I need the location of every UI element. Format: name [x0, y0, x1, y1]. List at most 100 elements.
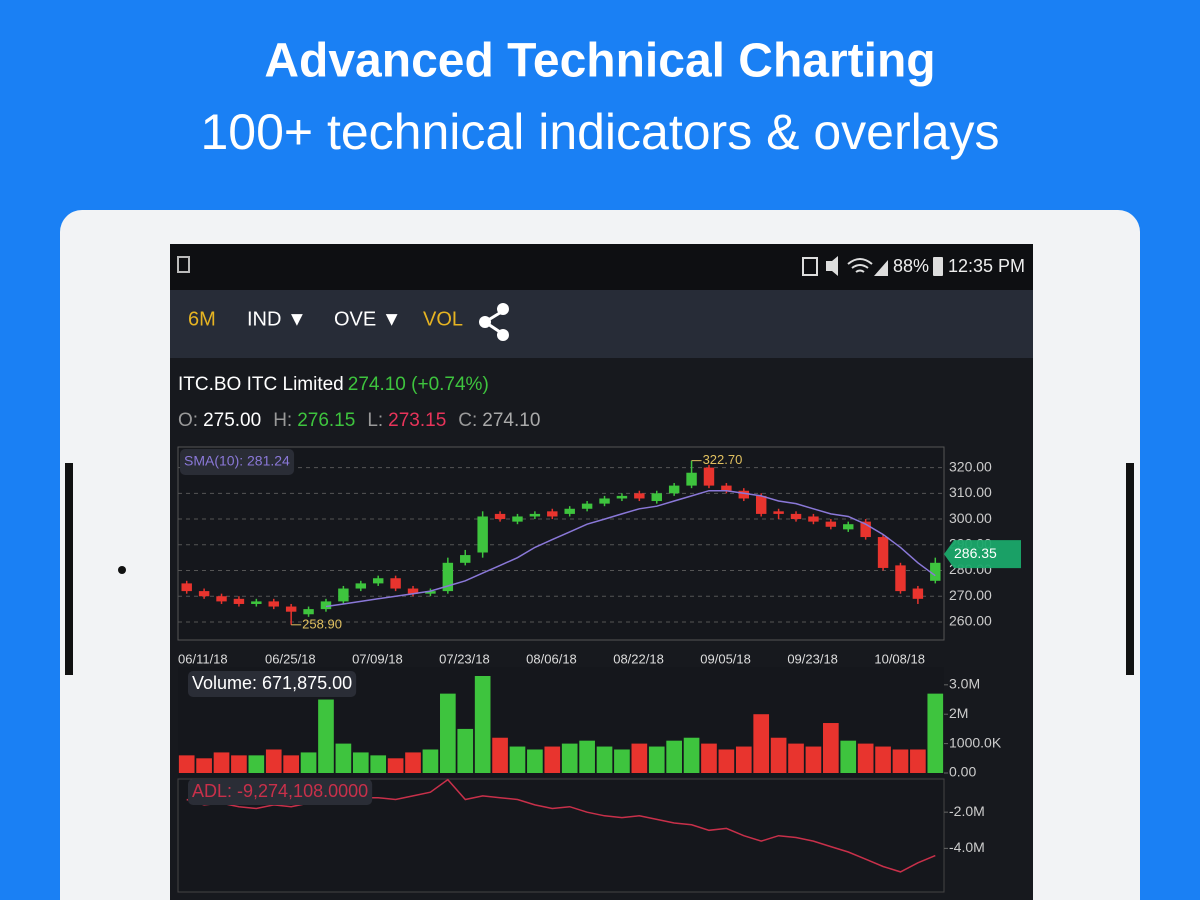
candle-body: [860, 521, 871, 538]
y-tick-label: 2M: [949, 705, 968, 721]
volume-bar: [596, 746, 613, 773]
volume-bar: [352, 752, 369, 773]
share-button[interactable]: [479, 303, 509, 341]
volume-bar: [300, 752, 317, 773]
volume-bar: [631, 743, 648, 773]
sma-line: [325, 489, 936, 608]
volume-label-background: [188, 671, 357, 697]
candle-body: [512, 516, 523, 522]
volume-bar: [527, 749, 543, 773]
candle-body: [390, 578, 401, 589]
volume-bar: [823, 723, 839, 773]
mute-icon: [826, 256, 838, 276]
y-tick-label: 1000.0K: [949, 734, 1002, 750]
high-label: 322.70: [703, 452, 743, 467]
battery-icon: [933, 257, 943, 276]
x-tick-label: 07/09/18: [352, 651, 403, 666]
ohlc-line: O: 275.00 H: 276.15 L: 273.15 C: 274.10: [178, 410, 540, 431]
volume-bar: [178, 755, 195, 773]
camera: [118, 566, 126, 574]
candle-body: [407, 588, 419, 594]
ohlc-label: C:: [458, 410, 477, 431]
volume-bar: [213, 752, 230, 773]
candle-body: [355, 583, 367, 589]
volume-bar: [231, 755, 247, 773]
candle-body: [738, 490, 750, 499]
volume-bar: [422, 749, 439, 773]
volume-bar: [544, 746, 561, 773]
volume-bar: [457, 728, 474, 773]
x-tick-label: 07/23/18: [439, 651, 490, 666]
sma-label-background: [180, 449, 295, 475]
candle-body: [790, 513, 802, 520]
period-button[interactable]: 6M: [188, 308, 216, 330]
x-tick-label: 08/06/18: [526, 651, 577, 666]
candle-body: [198, 591, 210, 597]
candle-body: [216, 596, 227, 602]
ohlc-label: O:: [178, 410, 198, 431]
candle-body: [808, 516, 819, 522]
signal-icon: [874, 260, 888, 276]
candle-body: [930, 562, 941, 581]
volume-bar: [666, 740, 682, 773]
candle-body: [372, 578, 384, 584]
ohlc-value: 273.15: [388, 410, 446, 431]
ohlc-value: 276.15: [297, 410, 355, 431]
candle-body: [442, 562, 454, 592]
indicators-menu[interactable]: IND ▼: [247, 308, 307, 330]
candle-body: [303, 609, 314, 615]
candle-body: [686, 472, 697, 486]
status-bar: [170, 244, 1033, 290]
y-tick-label: 260.00: [949, 613, 992, 629]
headline: Advanced Technical Charting: [264, 35, 935, 88]
y-tick-label: 3.0M: [949, 676, 980, 692]
sma-label: SMA(10): 281.24: [184, 453, 290, 469]
candle-body: [320, 601, 332, 610]
y-tick-label: -2.0M: [949, 803, 985, 819]
volume-bar: [805, 746, 822, 773]
x-tick-label: 10/08/18: [874, 651, 925, 666]
candle-body: [895, 565, 906, 592]
volume-bar: [735, 746, 752, 773]
last-price-tag: [944, 540, 1021, 569]
candle-body: [825, 521, 837, 527]
volume-bar: [701, 743, 717, 773]
candle-body: [181, 583, 192, 592]
volume-bar: [648, 746, 665, 773]
candle-body: [912, 588, 924, 599]
volume-bar: [718, 749, 735, 773]
candle-body: [773, 511, 784, 514]
candle-body: [581, 503, 593, 509]
volume-label: Volume: 671,875.00: [192, 673, 352, 693]
volume-bar: [579, 740, 595, 773]
clock: 12:35 PM: [948, 256, 1025, 276]
y-tick-label: -4.0M: [949, 839, 985, 855]
volume-bar: [318, 699, 334, 773]
volume-bar: [405, 752, 421, 773]
volume-toggle[interactable]: VOL: [423, 308, 463, 330]
price-change: 274.10 (+0.74%): [348, 374, 489, 395]
subheadline: 100+ technical indicators & overlays: [200, 104, 999, 160]
volume-bar: [910, 749, 926, 773]
candle-body: [251, 601, 262, 604]
overlays-menu[interactable]: OVE ▼: [334, 308, 402, 330]
quote-header: ITC.BO ITC Limited 274.10 (+0.74%): [178, 374, 489, 395]
volume-bar: [370, 755, 387, 773]
volume-bar: [753, 714, 770, 773]
last-price-label: 286.35: [954, 545, 997, 561]
y-tick-label: 300.00: [949, 510, 992, 526]
candle-body: [338, 588, 349, 602]
candle-body: [721, 485, 732, 491]
candle-body: [634, 493, 645, 499]
y-tick-label: 310.00: [949, 484, 992, 500]
x-tick-label: 09/05/18: [700, 651, 751, 666]
volume-bar: [770, 737, 787, 773]
volume-bar: [875, 746, 891, 773]
x-tick-label: 09/23/18: [787, 651, 838, 666]
candle-body: [877, 537, 889, 568]
volume-bar: [283, 755, 299, 773]
candle-body: [233, 598, 245, 604]
candle-body: [564, 508, 575, 514]
